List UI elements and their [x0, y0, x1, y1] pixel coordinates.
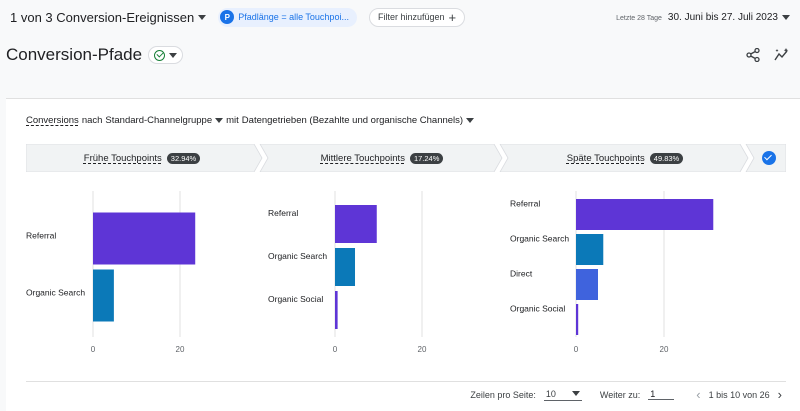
- stage-toggle-button[interactable]: [751, 144, 786, 172]
- table-divider: [26, 381, 786, 382]
- bar-referral[interactable]: [93, 212, 196, 265]
- chevron-down-icon: [169, 52, 178, 58]
- bar-organic-search[interactable]: [93, 269, 114, 322]
- category-label: Organic Search: [26, 288, 85, 298]
- rows-per-page-select[interactable]: 10: [543, 388, 582, 401]
- category-label: Referral: [510, 199, 540, 209]
- add-filter-label: Filter hinzufügen: [377, 12, 445, 22]
- add-filter-button[interactable]: Filter hinzufügen +: [368, 7, 466, 27]
- category-label: Direct: [510, 269, 533, 279]
- bar-direct[interactable]: [576, 269, 598, 300]
- report-card: Conversions nach Standard-Channelgruppe …: [6, 98, 800, 411]
- x-tick-label: 0: [333, 345, 338, 354]
- stage-late-label: Späte Touchpoints: [566, 152, 645, 164]
- insights-icon[interactable]: [774, 48, 790, 62]
- category-label: Referral: [26, 231, 56, 241]
- chevron-down-icon[interactable]: [215, 118, 224, 123]
- chevron-down-icon[interactable]: [466, 118, 475, 123]
- stage-mid[interactable]: Mittlere Touchpoints 17.24%: [266, 144, 498, 172]
- channel-group-selector[interactable]: Standard-Channelgruppe: [105, 115, 213, 126]
- path-filter-chip[interactable]: P Pfadlänge = alle Touchpoi...: [218, 7, 357, 27]
- stage-late[interactable]: Späte Touchpoints 49.83%: [506, 144, 744, 172]
- bar-referral[interactable]: [576, 199, 714, 230]
- plus-icon: +: [448, 9, 457, 25]
- report-status-dropdown[interactable]: [148, 46, 184, 64]
- pagination: Zeilen pro Seite: 10 Weiter zu: ‹ 1 bis …: [470, 388, 782, 401]
- x-tick-label: 20: [418, 345, 427, 354]
- stage-arrow-mid: [259, 144, 503, 172]
- dimension-selector-row: Conversions nach Standard-Channelgruppe …: [26, 115, 475, 126]
- stage-arrow-early: [26, 144, 263, 172]
- title-bar: Conversion-Pfade: [0, 34, 800, 76]
- category-label: Organic Social: [268, 294, 323, 304]
- stage-mid-pct: 17.24%: [409, 152, 444, 164]
- stage-arrow-late: [499, 144, 749, 172]
- dims-by-text: nach: [81, 115, 103, 126]
- rows-per-page-value: 10: [545, 388, 556, 399]
- bar-organic-search[interactable]: [576, 234, 604, 265]
- metric-selector[interactable]: Conversions: [26, 115, 79, 126]
- x-tick-label: 20: [660, 345, 669, 354]
- stage-early-label: Frühe Touchpoints: [83, 152, 162, 164]
- category-label: Organic Social: [510, 304, 565, 314]
- conversion-event-label: 1 von 3 Conversion-Ereignissen: [10, 9, 195, 25]
- date-range-picker[interactable]: Letzte 28 Tage 30. Juni bis 27. Juli 202…: [616, 12, 790, 23]
- share-icon[interactable]: [746, 48, 760, 62]
- stage-early-pct: 32.94%: [166, 152, 201, 164]
- date-range-value: 30. Juni bis 27. Juli 2023: [667, 11, 778, 23]
- bar-charts: 0 20 Referral Organic Search 0 20 Referral Orga…: [26, 191, 714, 354]
- path-filter-label: Pfadlänge = alle Touchpoi...: [238, 12, 349, 22]
- dims-with-text: mit: [226, 115, 239, 126]
- x-tick-label: 0: [574, 345, 579, 354]
- x-tick-label: 20: [176, 345, 185, 354]
- chevron-right-icon[interactable]: ›: [777, 387, 782, 402]
- chevron-down-icon: [571, 391, 580, 396]
- title-actions: [746, 48, 794, 62]
- bar-organic-search[interactable]: [335, 248, 356, 286]
- touchpoint-charts: 0 20 Referral Organic Search 0 20 Referral Orga…: [6, 187, 800, 377]
- date-preset-label: Letzte 28 Tage: [616, 14, 662, 22]
- attribution-model-selector[interactable]: Datengetrieben (Bezahlte und organische …: [241, 115, 464, 126]
- page-range-text: 1 bis 10 von 26: [708, 389, 770, 400]
- bar-organic-social[interactable]: [335, 291, 338, 329]
- check-icon: [761, 151, 776, 165]
- rows-per-page-label: Zeilen pro Seite:: [470, 389, 536, 400]
- chevron-down-icon: [782, 14, 790, 20]
- bar-referral[interactable]: [335, 205, 377, 243]
- date-range-value-wrap: 30. Juni bis 27. Juli 2023: [668, 12, 790, 23]
- chevron-down-icon: [198, 14, 207, 20]
- check-circle-icon: [154, 49, 166, 61]
- bar-organic-social[interactable]: [576, 304, 579, 335]
- x-tick-label: 0: [91, 345, 96, 354]
- stage-arrows: [26, 144, 786, 172]
- stage-early[interactable]: Frühe Touchpoints 32.94%: [26, 144, 258, 172]
- top-bar: 1 von 3 Conversion-Ereignissen P Pfadlän…: [0, 0, 800, 34]
- goto-page-input[interactable]: [648, 389, 675, 400]
- touchpoint-stages: Frühe Touchpoints 32.94% Mittlere Touchp…: [26, 144, 786, 172]
- category-label: Organic Search: [510, 234, 569, 244]
- page-title: Conversion-Pfade: [6, 45, 143, 64]
- conversion-event-selector[interactable]: 1 von 3 Conversion-Ereignissen: [10, 9, 207, 25]
- category-label: Referral: [268, 208, 298, 218]
- chevron-left-icon[interactable]: ‹: [696, 387, 701, 402]
- stage-late-pct: 49.83%: [649, 152, 684, 164]
- stage-mid-label: Mittlere Touchpoints: [320, 152, 405, 164]
- goto-label: Weiter zu:: [599, 389, 641, 400]
- path-filter-badge: P: [220, 10, 235, 24]
- category-label: Organic Search: [268, 251, 327, 261]
